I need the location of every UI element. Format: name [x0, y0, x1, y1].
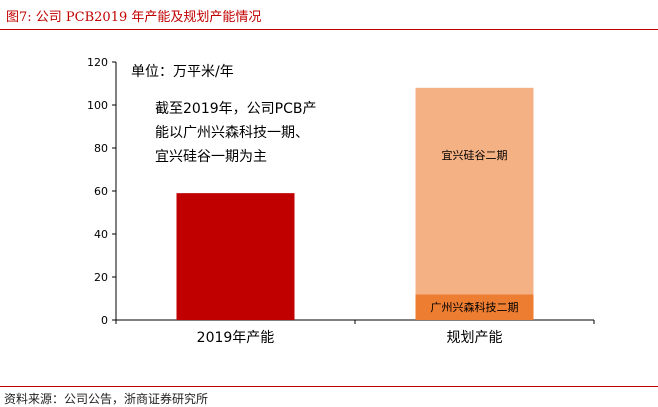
annotation-line: 宜兴硅谷一期为主 — [155, 149, 267, 165]
figure-title: 图7: 公司 PCB2019 年产能及规划产能情况 — [6, 10, 262, 25]
bar-segment — [176, 193, 295, 320]
x-tick-label: 2019年产能 — [197, 330, 275, 346]
chart-labels: 单位：万平米/年截至2019年，公司PCB产能以广州兴森科技一期、宜兴硅谷一期为… — [131, 64, 519, 314]
y-tick-label: 20 — [94, 271, 108, 284]
annotation-line: 截至2019年，公司PCB产 — [155, 101, 316, 117]
y-tick-label: 0 — [101, 314, 108, 327]
segment-label-guangzhou2: 广州兴森科技二期 — [431, 300, 519, 314]
chart-bars — [176, 87, 534, 320]
chart-axes: 0 20 40 60 80 100 120 2019年产能 规划产能 — [87, 56, 595, 346]
y-tick-label: 100 — [87, 99, 108, 112]
y-tick-label: 60 — [94, 185, 108, 198]
y-tick-label: 120 — [87, 56, 108, 69]
annotation-line: 能以广州兴森科技一期、 — [155, 125, 309, 141]
segment-label-yixing: 宜兴硅谷二期 — [442, 148, 508, 162]
bar-segment — [415, 87, 534, 295]
footer-rule — [0, 386, 658, 387]
title-rule — [0, 29, 658, 30]
bar-segment — [415, 294, 534, 320]
source-note: 资料来源：公司公告，浙商证券研究所 — [4, 392, 209, 406]
y-tick-label: 80 — [94, 142, 108, 155]
x-tick-label: 规划产能 — [447, 330, 503, 346]
unit-label: 单位：万平米/年 — [131, 64, 234, 80]
y-tick-label: 40 — [94, 228, 108, 241]
